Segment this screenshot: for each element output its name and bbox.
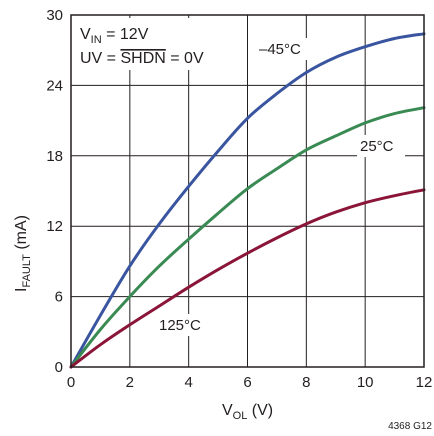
x-axis-title: VOL (V) bbox=[222, 402, 273, 422]
y-axis-title: IFAULT (mA) bbox=[13, 215, 33, 292]
y-tick-labels: 0 6 12 18 24 30 bbox=[46, 7, 63, 376]
series-label-minus45: –45°C bbox=[259, 41, 301, 58]
x-tick-label: 8 bbox=[302, 374, 310, 391]
label-bg-25 bbox=[357, 135, 405, 157]
x-tick-label: 6 bbox=[243, 374, 251, 391]
x-tick-label: 2 bbox=[126, 374, 134, 391]
y-tick-label: 0 bbox=[55, 359, 63, 376]
y-tick-label: 6 bbox=[55, 289, 63, 306]
series-label-25: 25°C bbox=[360, 138, 394, 155]
y-tick-label: 18 bbox=[46, 148, 63, 165]
series-line-0 bbox=[69, 32, 426, 369]
series-line-1 bbox=[69, 106, 426, 369]
y-tick-label: 12 bbox=[46, 218, 63, 235]
plot-frame bbox=[70, 14, 425, 368]
x-tick-label: 10 bbox=[357, 374, 374, 391]
x-tick-label: 12 bbox=[416, 374, 433, 391]
x-tick-labels: 0 2 4 6 8 10 12 bbox=[67, 374, 433, 391]
vin-annotation: VIN = 12V bbox=[80, 26, 149, 46]
x-tick-label: 4 bbox=[184, 374, 192, 391]
annotation-background bbox=[76, 18, 218, 70]
series-line-2 bbox=[69, 188, 426, 369]
series-label-125: 125°C bbox=[159, 317, 201, 334]
label-bg-125 bbox=[156, 314, 214, 336]
y-tick-label: 30 bbox=[46, 7, 63, 24]
series-curves bbox=[69, 32, 426, 369]
label-bg-minus45 bbox=[256, 38, 314, 60]
y-tick-label: 24 bbox=[46, 77, 63, 94]
x-tick-label: 0 bbox=[67, 374, 75, 391]
figure-id: 4368 G12 bbox=[388, 421, 432, 432]
uv-shdn-annotation: UV = SHDN = 0V bbox=[80, 50, 204, 67]
